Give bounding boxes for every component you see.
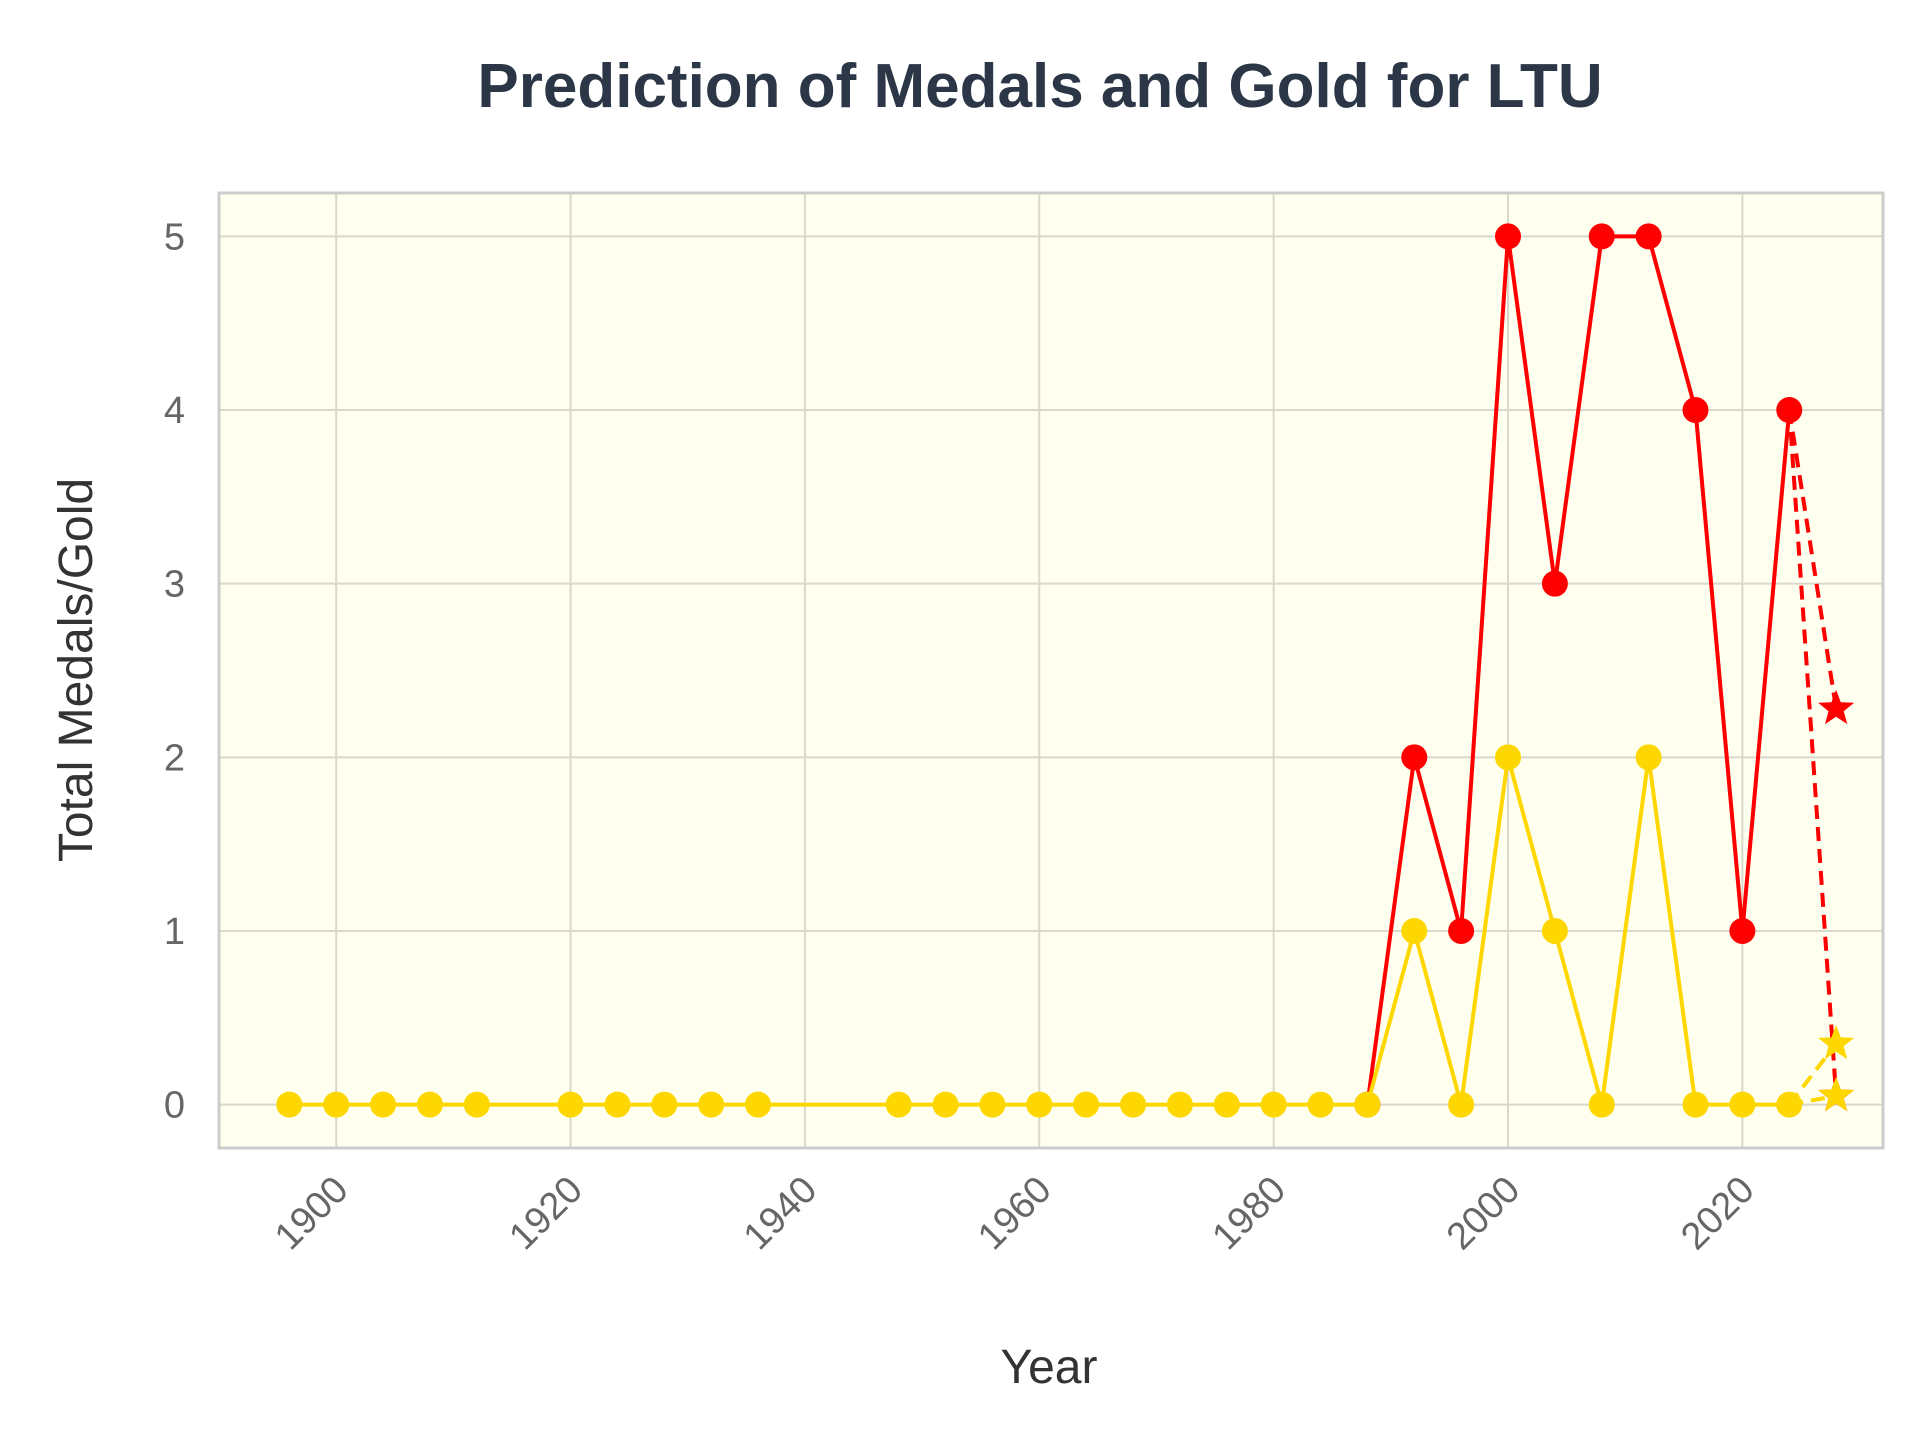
data-point (698, 1091, 725, 1118)
data-point (1448, 1091, 1475, 1118)
series-line-total-prediction-lower (1787, 409, 1839, 1097)
x-axis-ticks: 1900 1920 1940 1960 1980 2000 2020 (267, 1169, 1763, 1258)
series-total (1354, 223, 1803, 1118)
series-line-gold (289, 755, 1790, 1107)
y-tick-label: 5 (164, 216, 185, 258)
x-tick-label: 1940 (736, 1169, 825, 1258)
data-point (1495, 744, 1522, 771)
plot-frame (217, 191, 1885, 1150)
data-point (1682, 397, 1709, 424)
data-point (1635, 744, 1662, 771)
data-point (276, 1091, 303, 1118)
y-tick-label: 1 (164, 911, 185, 953)
data-point (1588, 1091, 1615, 1118)
data-point (1401, 744, 1428, 771)
data-point (1166, 1091, 1193, 1118)
x-tick-label: 2020 (1673, 1169, 1762, 1258)
x-tick-label: 1980 (1205, 1169, 1294, 1258)
plot-area (219, 193, 1883, 1148)
data-point (463, 1091, 490, 1118)
y-axis-ticks: 0 1 2 3 4 5 (164, 216, 185, 1126)
data-point (1495, 223, 1522, 250)
data-point (1729, 917, 1756, 944)
data-point (932, 1091, 959, 1118)
data-point-star (1818, 1024, 1855, 1060)
series-gold (276, 744, 1803, 1118)
data-point (1635, 223, 1662, 250)
data-point (370, 1091, 397, 1118)
series-line-total (1365, 234, 1792, 1105)
data-point (979, 1091, 1006, 1118)
x-tick-label: 2000 (1439, 1169, 1528, 1258)
data-point (323, 1091, 350, 1118)
series-layer (276, 223, 1855, 1118)
data-point (416, 1091, 443, 1118)
data-point (1588, 223, 1615, 250)
x-axis-label: Year (1001, 1341, 1098, 1394)
x-tick-label: 1900 (267, 1169, 356, 1258)
series-gold-prediction-lower (1788, 1076, 1855, 1112)
data-point (1026, 1091, 1053, 1118)
data-point (1213, 1091, 1240, 1118)
series-total-prediction (1787, 409, 1855, 725)
data-point (557, 1091, 584, 1118)
data-point (1073, 1091, 1100, 1118)
data-point (1354, 1091, 1381, 1118)
data-point (604, 1091, 631, 1118)
chart-title: Prediction of Medals and Gold for LTU (477, 52, 1602, 121)
data-point (1260, 1091, 1287, 1118)
data-point (1307, 1091, 1334, 1118)
data-point (1448, 917, 1475, 944)
y-tick-label: 2 (164, 737, 185, 779)
y-axis-label: Total Medals/Gold (50, 478, 103, 862)
y-tick-label: 4 (164, 390, 185, 432)
series-line-total-prediction (1787, 409, 1839, 710)
series-line-gold-prediction-lower (1788, 1093, 1837, 1107)
x-tick-label: 1920 (501, 1169, 590, 1258)
y-tick-label: 0 (164, 1085, 185, 1127)
x-tick-label: 1960 (970, 1169, 1059, 1258)
data-point (1541, 917, 1568, 944)
data-point (651, 1091, 678, 1118)
data-point (1401, 917, 1428, 944)
data-point-star (1818, 1076, 1855, 1112)
data-point (1729, 1091, 1756, 1118)
y-tick-label: 3 (164, 564, 185, 606)
series-line-gold-prediction (1787, 1042, 1838, 1106)
data-point (885, 1091, 912, 1118)
data-point (1541, 570, 1568, 597)
data-point (745, 1091, 772, 1118)
series-gold-prediction (1787, 1024, 1855, 1106)
data-point-star (1818, 689, 1855, 725)
data-point (1120, 1091, 1147, 1118)
data-point (1682, 1091, 1709, 1118)
